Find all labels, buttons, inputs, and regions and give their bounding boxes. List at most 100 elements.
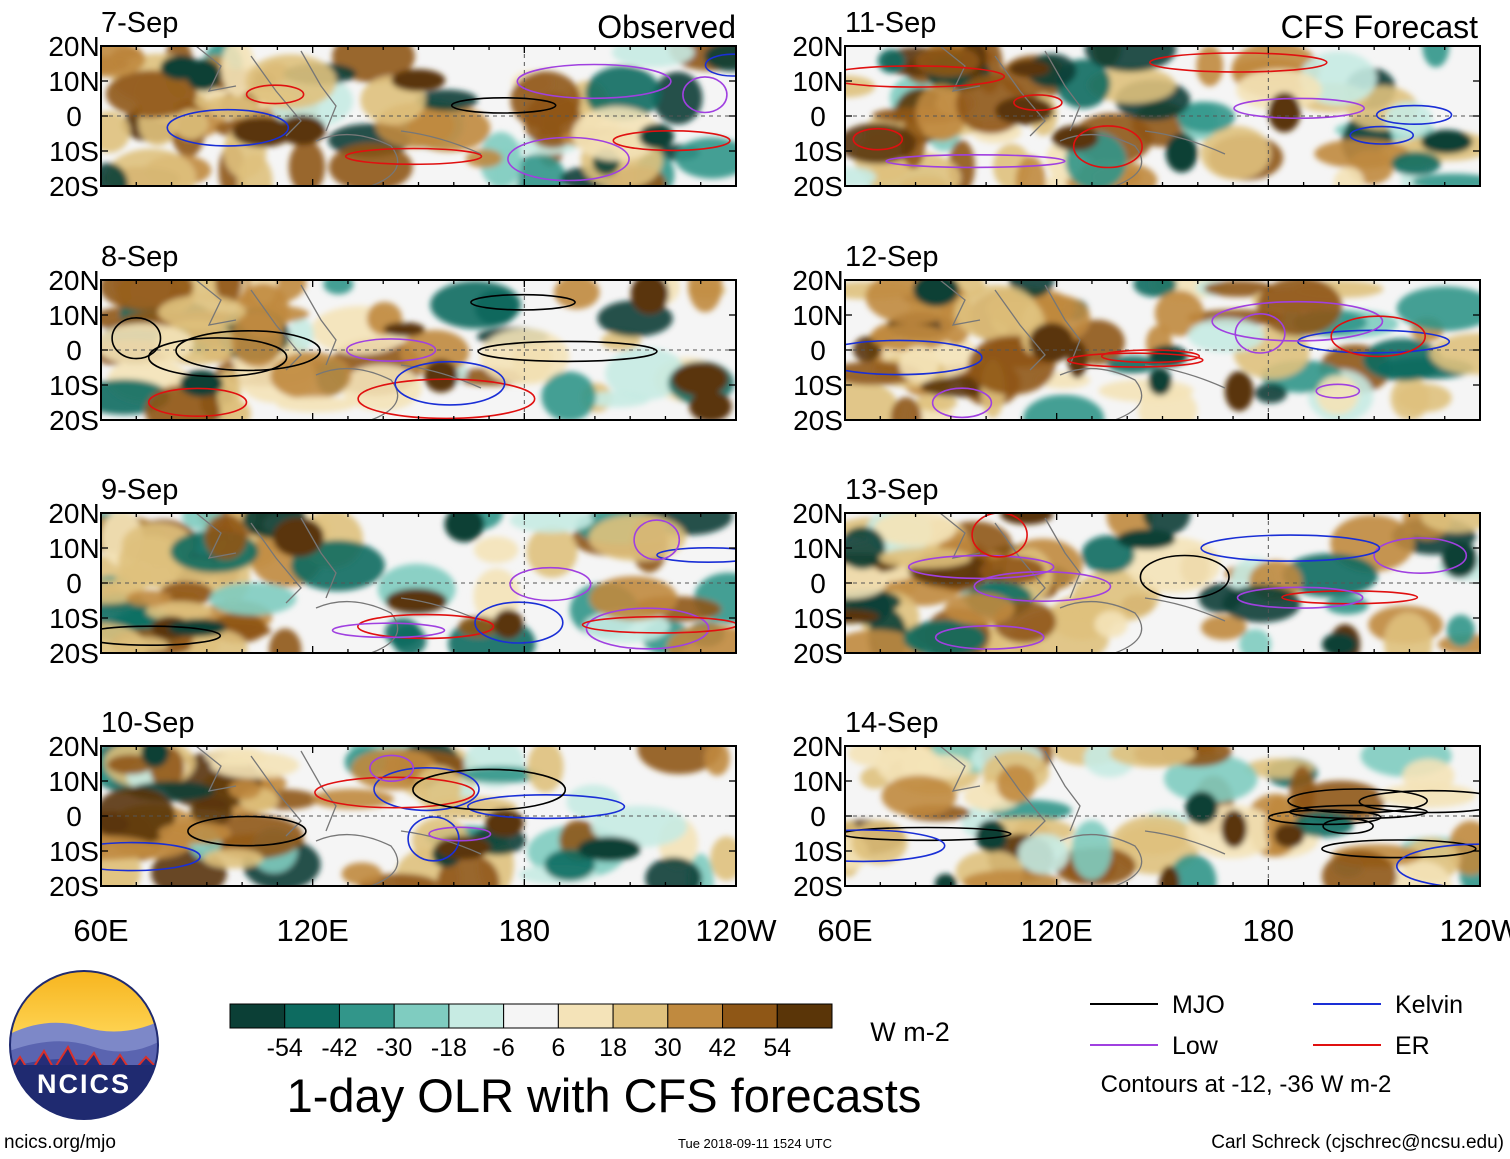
panel-date-label: 13-Sep — [845, 474, 939, 506]
lat-tick-label: 0 — [810, 101, 826, 132]
panel-date-label: 10-Sep — [101, 707, 195, 739]
olr-field — [845, 513, 1480, 653]
colorbar-swatch — [722, 1003, 778, 1029]
lat-tick-label: 10S — [793, 370, 843, 401]
colorbar-tick-label: 30 — [654, 1034, 682, 1062]
lat-tick-label: 20N — [48, 265, 99, 296]
lat-tick-label: 20N — [792, 31, 843, 62]
legend-note: Contours at -12, -36 W m-2 — [1101, 1071, 1392, 1098]
footer-timestamp: Tue 2018-09-11 1524 UTC — [678, 1136, 832, 1151]
colorbar-swatch — [557, 1003, 614, 1029]
colorbar-tick-label: -42 — [321, 1034, 357, 1062]
lat-tick-label: 10N — [48, 766, 99, 797]
coastlines — [939, 280, 1226, 420]
lat-tick-label: 20S — [49, 405, 99, 436]
wave-contours — [111, 293, 658, 420]
colorbar-swatch — [448, 1003, 505, 1029]
lon-tick-label: 180 — [1242, 913, 1294, 948]
lat-tick-label: 10N — [792, 300, 843, 331]
panel-date-label: 14-Sep — [845, 707, 939, 739]
lat-tick-label: 0 — [810, 568, 826, 599]
panel-grid: 7-Sep20N10N010S20S8-Sep20N10N010S20S9-Se… — [48, 7, 1481, 902]
colorbar-tick-label: 42 — [709, 1034, 737, 1062]
coastlines — [195, 280, 482, 420]
legend-item-mjo: MJO — [1090, 991, 1225, 1019]
wave-contours — [166, 53, 736, 182]
colorbar-units: W m-2 — [870, 1017, 949, 1047]
lat-tick-label: 20S — [793, 405, 843, 436]
panel-date-label: 9-Sep — [101, 474, 178, 506]
colorbar: -54 -42 -30 -18 -6 6 18 30 42 54 — [229, 1003, 833, 1062]
lat-tick-label: 10S — [793, 603, 843, 634]
colorbar-tick-label: -6 — [493, 1034, 515, 1062]
lat-tick-label: 10S — [793, 136, 843, 167]
lon-tick-label: 120W — [1440, 913, 1510, 948]
contour-legend: MJO Kelvin Low ER — [1090, 991, 1463, 1060]
lat-tick-label: 20S — [49, 171, 99, 202]
wave-contours — [907, 513, 1468, 650]
lat-tick-label: 10S — [49, 603, 99, 634]
coastlines — [195, 46, 482, 186]
coastlines — [939, 746, 1226, 886]
colorbar-swatch — [393, 1003, 450, 1029]
lat-tick-label: 20N — [792, 731, 843, 762]
lat-tick-label: 20N — [792, 265, 843, 296]
legend-label: Kelvin — [1395, 991, 1463, 1019]
lat-tick-label: 10N — [792, 766, 843, 797]
wave-contours — [101, 754, 626, 872]
legend-label: MJO — [1172, 991, 1225, 1019]
lat-tick-label: 10N — [48, 66, 99, 97]
colorbar-tick-label: 18 — [599, 1034, 627, 1062]
legend-label: Low — [1172, 1032, 1219, 1060]
longitude-axis: 60E 120E 180 120W 60E 120E 180 120W — [73, 913, 1510, 948]
olr-field — [101, 513, 736, 653]
coastlines — [195, 746, 482, 886]
lat-tick-label: 20N — [792, 498, 843, 529]
coastlines — [939, 46, 1226, 186]
lat-tick-label: 10S — [49, 370, 99, 401]
lon-tick-label: 120E — [1020, 913, 1092, 948]
colorbar-swatch — [667, 1003, 724, 1029]
legend-item-er: ER — [1313, 1032, 1430, 1060]
lat-tick-label: 20N — [48, 498, 99, 529]
figure-title: 1-day OLR with CFS forecasts — [287, 1069, 922, 1122]
colorbar-swatch — [612, 1003, 669, 1029]
olr-field — [845, 746, 1480, 886]
lon-tick-label: 60E — [73, 913, 128, 948]
lat-tick-label: 10N — [792, 66, 843, 97]
observed-header: Observed — [597, 9, 736, 45]
ncics-logo: NCICS — [9, 970, 159, 1120]
legend-label: ER — [1395, 1032, 1430, 1060]
lat-tick-label: 20S — [793, 638, 843, 669]
lat-tick-label: 10S — [793, 836, 843, 867]
lon-tick-label: 180 — [498, 913, 550, 948]
lat-tick-label: 10S — [49, 136, 99, 167]
olr-field — [101, 280, 734, 420]
colorbar-tick-label: 54 — [763, 1034, 791, 1062]
coastlines — [195, 513, 482, 653]
lat-tick-label: 20N — [48, 731, 99, 762]
colorbar-tick-label: -54 — [267, 1034, 303, 1062]
colorbar-swatch — [338, 1003, 395, 1029]
lat-tick-label: 20S — [793, 171, 843, 202]
colorbar-swatch — [284, 1003, 340, 1029]
lat-tick-label: 10N — [48, 300, 99, 331]
lat-tick-label: 20S — [49, 638, 99, 669]
lat-tick-label: 20N — [48, 31, 99, 62]
lon-tick-label: 60E — [817, 913, 872, 948]
lon-tick-label: 120E — [276, 913, 348, 948]
wave-contours — [845, 788, 1480, 886]
colorbar-swatch — [229, 1003, 286, 1029]
lat-tick-label: 0 — [810, 335, 826, 366]
colorbar-swatch — [776, 1003, 833, 1029]
lat-tick-label: 10N — [792, 533, 843, 564]
lat-tick-label: 0 — [66, 801, 82, 832]
wave-contours — [101, 519, 736, 650]
colorbar-tick-label: -18 — [431, 1034, 467, 1062]
